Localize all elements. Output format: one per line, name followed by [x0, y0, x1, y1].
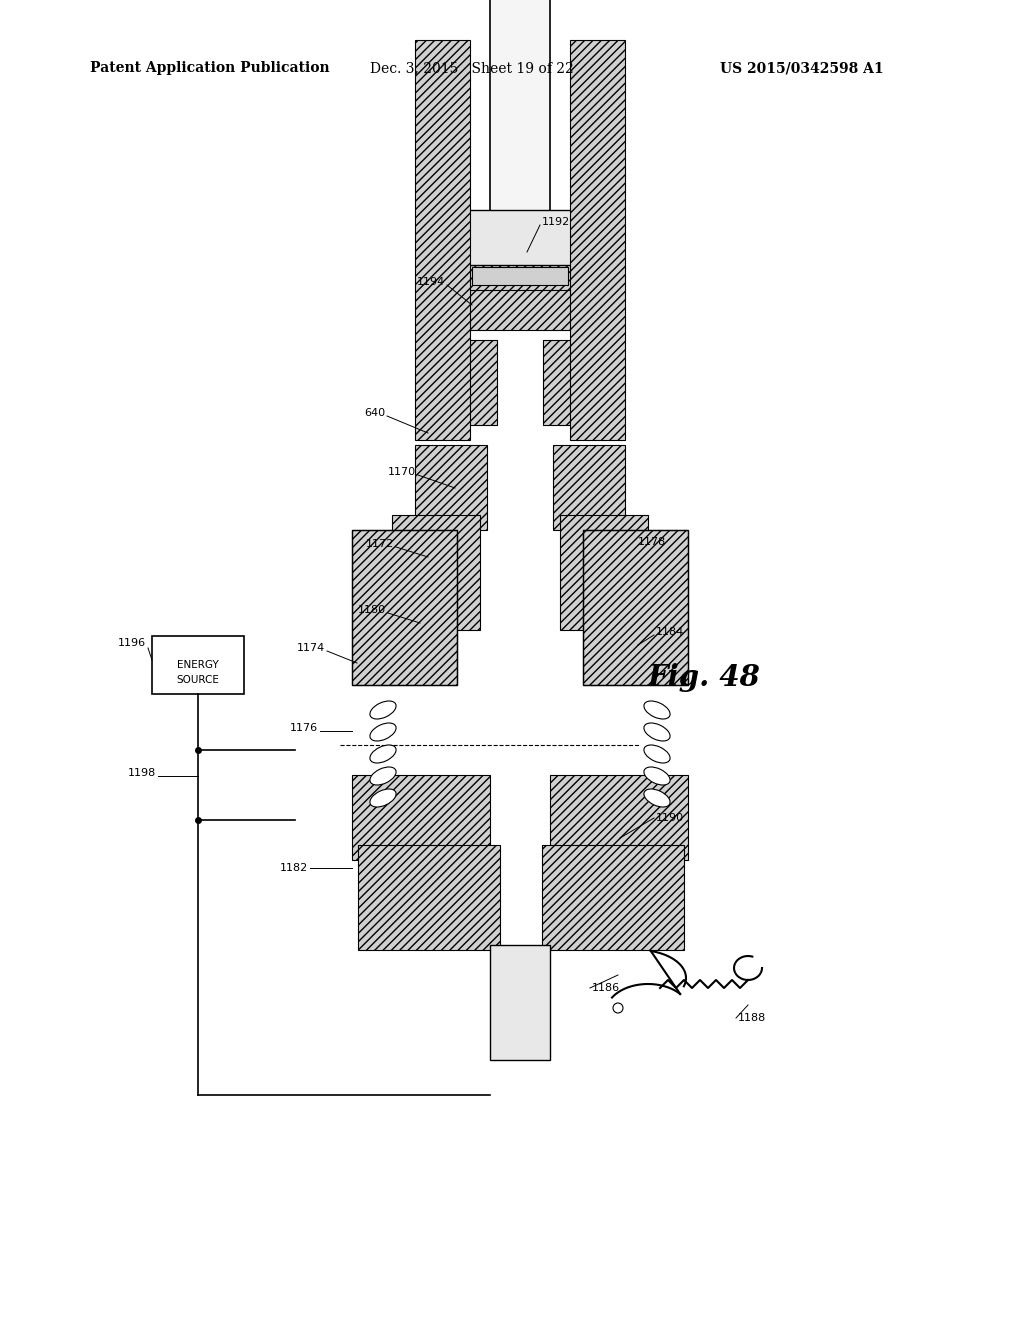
Bar: [455, 249, 585, 310]
Circle shape: [613, 1003, 623, 1012]
Bar: [553, 445, 625, 531]
Text: 1192: 1192: [542, 216, 570, 227]
Ellipse shape: [370, 744, 396, 763]
Text: 1184: 1184: [656, 627, 684, 638]
Bar: [352, 531, 457, 685]
Text: Patent Application Publication: Patent Application Publication: [90, 61, 330, 75]
Text: 1198: 1198: [128, 768, 156, 777]
Ellipse shape: [370, 789, 396, 807]
Ellipse shape: [644, 723, 670, 741]
Text: 1178: 1178: [638, 537, 667, 546]
Text: Dec. 3, 2015   Sheet 19 of 22: Dec. 3, 2015 Sheet 19 of 22: [370, 61, 573, 75]
Text: 1180: 1180: [357, 605, 386, 615]
Text: 1190: 1190: [656, 813, 684, 822]
Bar: [352, 531, 457, 685]
Bar: [472, 267, 568, 285]
Bar: [560, 515, 648, 630]
Ellipse shape: [370, 701, 396, 719]
Ellipse shape: [370, 767, 396, 785]
Text: SOURCE: SOURCE: [176, 675, 219, 685]
Bar: [152, 636, 244, 694]
Bar: [542, 845, 684, 950]
Text: Fig. 48: Fig. 48: [648, 664, 761, 693]
Ellipse shape: [644, 767, 670, 785]
Bar: [425, 290, 615, 330]
Bar: [425, 341, 497, 425]
Text: 1194: 1194: [417, 277, 445, 286]
Bar: [415, 40, 470, 440]
Bar: [392, 515, 480, 630]
Text: ENERGY: ENERGY: [177, 660, 219, 671]
Text: 1196: 1196: [118, 638, 146, 648]
Bar: [490, 945, 550, 1060]
Bar: [415, 445, 487, 531]
Ellipse shape: [644, 744, 670, 763]
Text: 1182: 1182: [280, 863, 308, 873]
Ellipse shape: [644, 701, 670, 719]
Bar: [550, 775, 688, 861]
Text: 1174: 1174: [297, 643, 325, 653]
Text: 1170: 1170: [388, 467, 416, 477]
Bar: [455, 210, 585, 265]
Bar: [358, 845, 500, 950]
Text: 1188: 1188: [738, 1012, 766, 1023]
Text: 1172: 1172: [366, 539, 394, 549]
Bar: [583, 531, 688, 685]
Text: 1176: 1176: [290, 723, 318, 733]
Ellipse shape: [370, 723, 396, 741]
Bar: [497, 20, 543, 290]
Bar: [490, 0, 550, 265]
Text: US 2015/0342598 A1: US 2015/0342598 A1: [720, 61, 884, 75]
Bar: [570, 40, 625, 440]
Bar: [583, 531, 688, 685]
Bar: [543, 341, 615, 425]
Text: 1186: 1186: [592, 983, 621, 993]
Text: 640: 640: [364, 408, 385, 418]
Bar: [352, 775, 490, 861]
Ellipse shape: [644, 789, 670, 807]
